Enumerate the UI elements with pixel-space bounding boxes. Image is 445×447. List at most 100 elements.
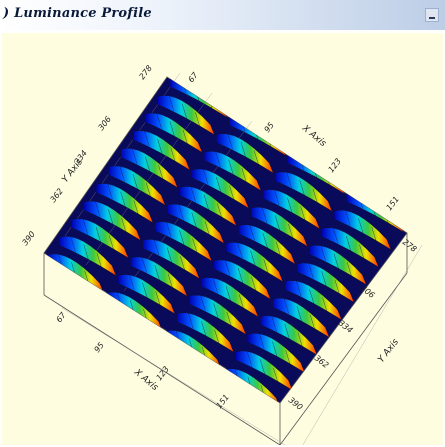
x-axis-label-bottom: X Axis <box>131 367 160 393</box>
x-tick-67-top: 67 <box>186 70 200 84</box>
surface-mesh-line <box>180 256 186 273</box>
surface-ridge <box>142 239 201 280</box>
surface-mesh-line <box>261 206 268 223</box>
surface-mesh-line <box>287 197 293 214</box>
surface-mesh-line <box>224 259 231 276</box>
surface-mesh-line <box>322 297 328 314</box>
surface-mesh-line <box>201 320 207 338</box>
x-axis-label-top: X Axis <box>299 123 328 149</box>
surface-mesh-line <box>263 259 269 276</box>
surface-mesh-line <box>312 188 319 205</box>
surface-mesh-line <box>250 250 256 267</box>
surface-ridge <box>201 277 259 318</box>
x-tick-95-top: 95 <box>262 121 275 135</box>
surface-ridge <box>225 242 284 283</box>
y-tick-334-right: 334 <box>337 318 355 335</box>
surface-mesh-line <box>120 191 126 208</box>
surface-mesh-line <box>107 183 113 200</box>
surface-mesh-line <box>299 180 305 197</box>
surface-mesh-line <box>108 209 114 226</box>
surface-ridge <box>238 224 296 265</box>
surface-mesh-line <box>200 294 206 311</box>
surface-mesh-line <box>132 174 139 191</box>
y-tick-278-left: 278 <box>137 64 154 82</box>
surface-mesh-line <box>228 159 234 176</box>
surface-mesh-line <box>346 235 352 253</box>
luminance-surface-plot[interactable]: Y Axis 278 306 334 362 390 X Axis 67 95 … <box>2 33 443 445</box>
surface-mesh-line <box>241 168 247 185</box>
surface-mesh-line <box>170 147 176 164</box>
surface-mesh-line <box>332 227 339 244</box>
surface-mesh-line <box>310 314 316 332</box>
surface-ridge <box>179 186 237 227</box>
surface-ridge <box>145 112 203 154</box>
surface-mesh-line <box>83 244 89 261</box>
x-tick-95-bottom: 95 <box>92 341 105 355</box>
surface-mesh-line <box>274 215 281 232</box>
surface-ridge <box>120 148 179 189</box>
title-bar[interactable]: ) Luminance Profile <box>0 0 445 30</box>
surface-mesh-line <box>262 232 268 250</box>
surface-ridge <box>154 221 213 262</box>
surface-mesh-line <box>166 221 172 238</box>
surface-mesh-line <box>195 112 201 129</box>
surface-ridge <box>191 168 250 209</box>
minimize-button[interactable] <box>425 8 439 22</box>
surface-mesh-line <box>334 279 340 296</box>
surface-mesh-line <box>131 147 138 164</box>
surface-mesh-line <box>157 138 163 155</box>
surface-mesh-line <box>203 194 210 211</box>
surface-ridge <box>176 312 235 353</box>
surface-ridge <box>130 256 188 297</box>
surface-mesh-line <box>237 241 243 259</box>
surface-ridge <box>83 200 142 242</box>
y-tick-306-left: 306 <box>96 115 113 133</box>
surface-mesh-line <box>217 203 223 220</box>
surface-mesh-line <box>226 311 232 329</box>
surface-mesh-line <box>145 156 151 173</box>
surface-mesh-line <box>272 341 278 358</box>
surface-ridge <box>274 171 333 212</box>
plot-area: Y Axis 278 306 334 362 390 X Axis 67 95 … <box>2 33 443 445</box>
surface-mesh-line <box>167 273 174 290</box>
surface-ridge <box>333 209 392 251</box>
surface-ridge <box>117 274 176 315</box>
y-tick-306-right: 306 <box>359 283 377 300</box>
surface-mesh-line <box>168 95 175 112</box>
surface-mesh-line <box>154 265 160 282</box>
surface-mesh-line <box>358 218 364 235</box>
surface-mesh-line <box>251 276 257 293</box>
surface-mesh-line <box>308 262 314 279</box>
surface-mesh-line <box>259 332 265 350</box>
surface-mesh-line <box>295 280 302 297</box>
surface-ridge <box>157 95 216 136</box>
surface-mesh-line <box>321 271 327 288</box>
surface-mesh-line <box>178 203 184 220</box>
surface-mesh-line <box>300 206 306 223</box>
x-tick-123-top: 123 <box>326 157 343 175</box>
surface-mesh-line <box>225 285 232 302</box>
surface-mesh-line <box>271 315 277 332</box>
x-tick-151-bottom: 151 <box>214 393 231 411</box>
surface-mesh-line <box>274 189 280 206</box>
surface-ridge <box>95 183 154 224</box>
surface-mesh-line <box>202 168 209 185</box>
surface-mesh-line <box>129 274 135 291</box>
surface-mesh-line <box>190 186 196 203</box>
surface-mesh-line <box>96 253 103 270</box>
surface-mesh-line <box>94 200 101 217</box>
surface-mesh-line <box>227 133 233 150</box>
surface-mesh-line <box>253 150 260 167</box>
surface-mesh-line <box>213 303 219 320</box>
surface-mesh-line <box>181 103 188 120</box>
surface-ridge <box>250 206 309 248</box>
surface-mesh-line <box>144 130 150 147</box>
surface-mesh-line <box>119 165 125 182</box>
y-tick-390-left: 390 <box>20 230 37 248</box>
surface-mesh-line <box>371 226 377 244</box>
surface-mesh-line <box>121 217 127 234</box>
y-tick-334-left: 334 <box>72 149 89 167</box>
surface-mesh-line <box>169 121 175 138</box>
surface-mesh-line <box>214 329 220 346</box>
surface-mesh-line <box>275 241 282 258</box>
